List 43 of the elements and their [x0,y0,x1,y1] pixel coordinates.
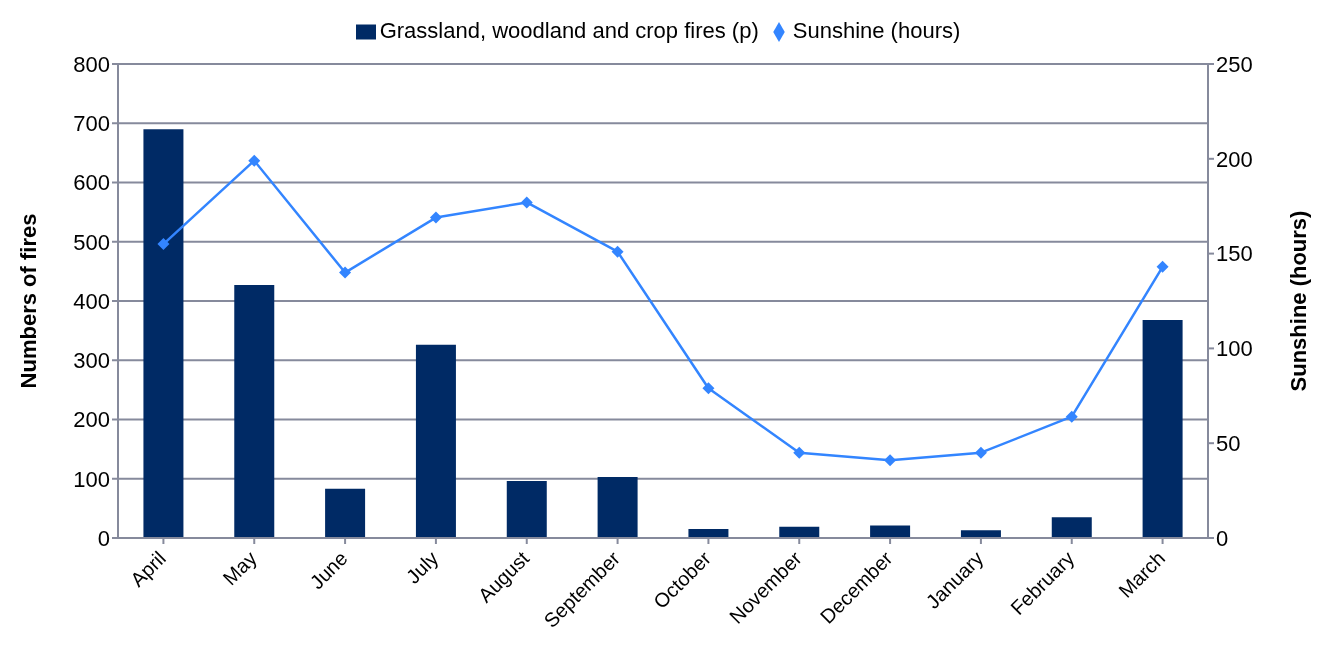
y-tick-label: 400 [73,288,110,314]
point [520,196,533,209]
point [339,266,352,279]
bar [1142,319,1183,538]
y-tick-label: 100 [73,466,110,492]
bar [1051,517,1092,538]
point [1065,410,1078,423]
y-tick-label: 300 [73,348,110,374]
point [702,382,715,395]
point [1156,260,1169,273]
point [793,446,806,459]
bar [325,488,366,538]
y-axis-title: Numbers of fires [15,213,41,389]
point [157,238,170,251]
point [248,154,261,167]
y-tick-label: 500 [73,229,110,255]
bar [688,529,729,538]
bar [143,129,184,538]
point [884,454,897,467]
y-tick-label: 700 [73,111,110,137]
bar [597,476,638,538]
bar [234,285,275,538]
legend-label: Sunshine (hours) [792,18,961,43]
bar [506,481,547,538]
y2-tick-label: 50 [1216,431,1241,457]
bar [960,530,1001,538]
y2-tick-label: 100 [1216,336,1253,362]
y2-tick-label: 150 [1216,241,1253,267]
y2-tick-label: 0 [1216,525,1229,551]
y-tick-label: 800 [73,51,110,77]
y2-axis-title: Sunshine (hours) [1285,210,1311,392]
legend-label: Grassland, woodland and crop fires (p) [379,18,759,43]
bar [415,344,456,538]
point [611,245,624,258]
point [974,446,987,459]
x-tick-label: July [401,547,443,588]
y-tick-label: 200 [73,407,110,433]
y2-tick-label: 200 [1216,146,1253,172]
point [429,211,442,224]
y2-tick-label: 250 [1216,51,1253,77]
x-tick-label: May [218,547,261,590]
y-tick-label: 0 [97,525,110,551]
y-tick-label: 600 [73,170,110,196]
